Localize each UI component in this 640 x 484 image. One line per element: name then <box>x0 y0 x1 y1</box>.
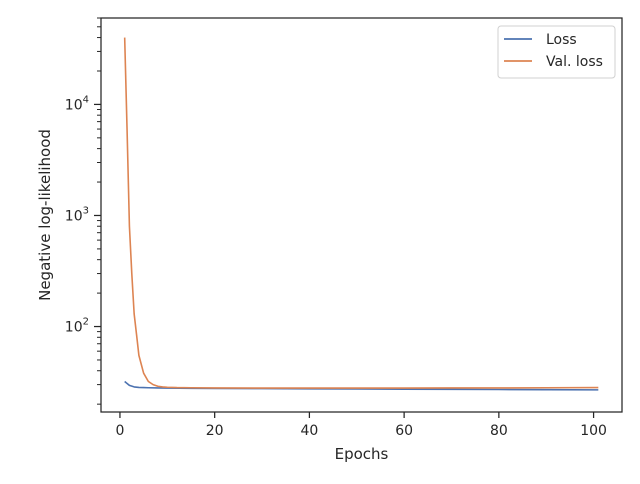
x-axis-title: Epochs <box>335 445 389 463</box>
x-tick-label: 80 <box>490 423 508 439</box>
y-axis: 102 103 104 <box>65 17 101 405</box>
y-tick-label: 102 <box>65 317 89 336</box>
series-line-1 <box>123 37 599 389</box>
y-tick-label: 104 <box>65 94 89 113</box>
x-tick-label: 20 <box>206 423 224 439</box>
y-tick-label: 103 <box>65 205 89 224</box>
x-tick-label: 40 <box>300 423 318 439</box>
y-axis-title: Negative log-likelihood <box>36 129 54 301</box>
legend-label: Loss <box>546 32 577 48</box>
x-tick-label: 0 <box>115 423 124 439</box>
x-axis: 0 20 40 60 80 100 <box>115 412 607 439</box>
legend: Loss Val. loss <box>497 25 616 79</box>
x-tick-label: 100 <box>580 423 607 439</box>
x-tick-label: 60 <box>395 423 413 439</box>
legend-label: Val. loss <box>546 54 603 70</box>
